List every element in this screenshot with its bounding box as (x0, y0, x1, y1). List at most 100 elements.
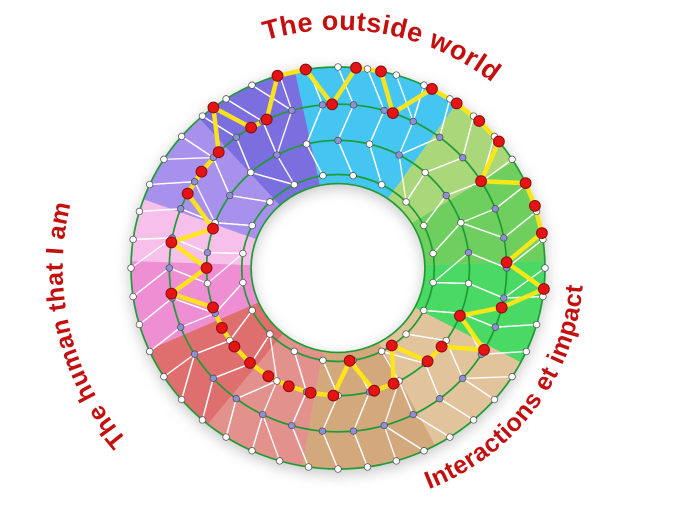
graph-node (198, 416, 207, 424)
red-route-node (181, 187, 194, 200)
sector-light-tan (378, 307, 521, 446)
green-ring (250, 182, 426, 354)
graph-node (248, 81, 256, 89)
red-route-node (500, 256, 513, 269)
graph-node (349, 172, 357, 180)
mesh-line (352, 391, 371, 432)
mesh-line (251, 414, 264, 451)
label-human-that-i-am: The human that I am (41, 199, 132, 454)
graph-node (464, 248, 473, 257)
graph-node (160, 155, 168, 163)
mesh-line (279, 74, 293, 111)
mesh-line (468, 251, 507, 269)
mesh-line (337, 140, 354, 176)
red-route-node (473, 115, 486, 127)
red-route-node (200, 262, 213, 274)
red-route-node (260, 113, 273, 126)
mesh-layer (130, 66, 546, 470)
mesh-line (481, 158, 513, 183)
red-route-node (536, 227, 548, 240)
graph-node (402, 330, 410, 338)
red-route-node (262, 370, 275, 383)
graph-node (508, 373, 516, 381)
mesh-line (214, 282, 244, 314)
graph-node (248, 447, 256, 455)
graph-node (288, 421, 296, 430)
graph-node (226, 191, 234, 200)
graph-node (464, 279, 473, 288)
mesh-line (202, 115, 237, 138)
graph-node (146, 347, 154, 356)
graph-node (522, 347, 530, 356)
red-route-node (207, 301, 219, 314)
red-route-node (207, 101, 220, 114)
red-route-node (387, 377, 400, 390)
mesh-line (494, 183, 527, 210)
graph-node (177, 323, 185, 331)
red-route-node (207, 222, 219, 235)
red-route-node (195, 165, 208, 178)
graph-node (508, 155, 516, 163)
graph-node (532, 320, 541, 329)
graph-node (429, 249, 437, 258)
mesh-line (262, 414, 281, 462)
red-route-node (216, 322, 228, 334)
graph-node (334, 136, 342, 145)
mesh-line (495, 323, 537, 328)
mesh-line (462, 377, 495, 401)
mesh-line (439, 98, 451, 138)
graph-node (318, 427, 327, 435)
sector-red (148, 302, 284, 425)
red-route-node (212, 146, 225, 159)
red-route-node (495, 301, 508, 314)
graph-node (436, 395, 444, 403)
red-route-node (228, 340, 241, 353)
label-human-that-i-am-text: The human that I am (41, 199, 132, 454)
node-layer (127, 61, 550, 473)
mesh-line (405, 172, 426, 203)
mesh-line (276, 154, 295, 186)
graph-node (349, 101, 358, 109)
mesh-line (269, 334, 278, 382)
graph-node (392, 457, 400, 465)
red-route-node (375, 65, 387, 78)
mesh-line (225, 98, 264, 122)
graph-node (288, 106, 296, 115)
sector-yellow-green (387, 103, 514, 224)
graph-node (222, 433, 230, 441)
mesh-line (180, 312, 216, 328)
mesh-line (181, 135, 214, 159)
mesh-line (368, 143, 383, 185)
red-route-node (475, 175, 488, 188)
graph-node (490, 395, 499, 404)
graph-node (319, 172, 327, 180)
graph-node (436, 133, 444, 141)
mesh-line (398, 380, 414, 415)
mesh-line (262, 121, 278, 156)
graph-node (420, 447, 428, 455)
mesh-line (398, 136, 440, 156)
red-route-node (299, 63, 312, 76)
mesh-line (235, 137, 252, 173)
graph-node (177, 205, 185, 213)
graph-node (248, 306, 256, 315)
graph-node (459, 374, 467, 383)
red-route-node (245, 121, 258, 134)
mesh-line (215, 222, 253, 227)
graph-node (146, 180, 154, 189)
mesh-line (412, 414, 451, 438)
graph-node (491, 323, 499, 331)
red-route-node (426, 83, 438, 95)
mesh-line (212, 157, 231, 196)
mesh-line (445, 181, 482, 197)
mesh-line (321, 395, 339, 432)
graph-node (395, 151, 403, 159)
red-route-node (387, 107, 399, 119)
graph-node (135, 207, 144, 216)
red-route-node (326, 98, 339, 111)
red-route-node (282, 380, 295, 393)
mesh-line (262, 380, 278, 415)
red-route-node (271, 69, 284, 82)
graph-node (392, 71, 400, 79)
sector-pale-pink (131, 199, 257, 266)
